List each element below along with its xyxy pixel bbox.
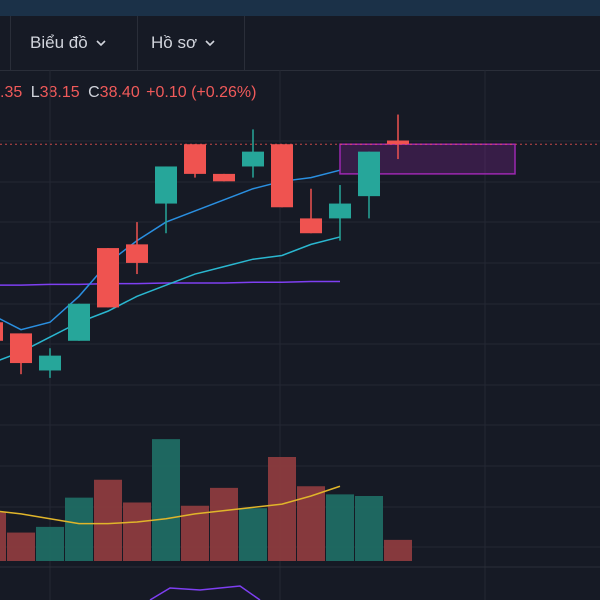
volume-bar [94,479,122,561]
candle-body [213,173,235,182]
volume-bar [0,512,6,561]
chart-menu-button[interactable]: Biểu đồ [30,16,108,70]
high-value: .35 [0,84,23,101]
volume-bar [239,508,267,561]
toolbar-separator [10,16,11,70]
candle-body [39,355,61,371]
volume-bar [65,497,93,561]
profile-menu-label: Hồ sơ [151,33,198,52]
volume-bar [355,496,383,561]
volume-bar [36,526,64,561]
candle-body [155,166,177,204]
candle-body [97,248,119,308]
candle-body [68,303,90,341]
toolbar-separator [244,16,245,70]
candle-body [242,151,264,167]
candle-body [0,322,3,341]
candle-body [10,333,32,364]
volume-bar [268,457,296,561]
indicator-line [149,585,261,600]
toolbar-separator [137,16,138,70]
candle-body [184,144,206,174]
candle-body [358,151,380,197]
volume-bar [384,539,412,561]
ema-slow-line [0,280,340,286]
top-header-bar [0,0,600,16]
volume-bar [326,494,354,561]
low-label: L [30,84,40,101]
candle-body [387,140,409,145]
candle-body [300,218,322,234]
chart-menu-label: Biểu đồ [30,33,88,52]
price-chart[interactable] [0,70,600,600]
volume-bar [123,502,151,561]
volume-bar [7,532,35,561]
chart-toolbar: Biểu đồ Hồ sơ [0,16,600,71]
close-label: C [88,84,100,101]
chevron-down-icon [205,40,215,47]
volume-ma-line [0,485,341,525]
candle-body [271,144,293,208]
candle-body [126,244,148,263]
volume-bar [297,486,325,561]
change-value: +0.10 (+0.26%) [146,84,257,101]
close-value: 38.40 [99,84,140,101]
volume-bar [152,439,180,561]
candle-body [329,203,351,219]
profile-menu-button[interactable]: Hồ sơ [151,16,217,70]
ema-mid-line [0,236,341,361]
chevron-down-icon [96,40,106,47]
volume-bar [210,487,238,561]
